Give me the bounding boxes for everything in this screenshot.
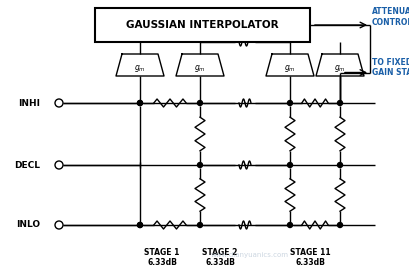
Circle shape <box>137 100 142 106</box>
Circle shape <box>337 100 342 106</box>
Text: STAGE 1
6.33dB: STAGE 1 6.33dB <box>144 248 179 267</box>
Text: INLO: INLO <box>16 221 40 229</box>
Text: GAUSSIAN INTERPOLATOR: GAUSSIAN INTERPOLATOR <box>126 20 278 30</box>
Text: INHI: INHI <box>18 99 40 107</box>
Circle shape <box>197 100 202 106</box>
Circle shape <box>197 163 202 167</box>
Text: $g_m$: $g_m$ <box>194 62 205 73</box>
Circle shape <box>337 222 342 228</box>
Circle shape <box>287 163 292 167</box>
Circle shape <box>337 163 342 167</box>
Text: $g_m$: $g_m$ <box>134 62 146 73</box>
Text: DECL: DECL <box>14 160 40 170</box>
Text: www.dianyuanics.com: www.dianyuanics.com <box>211 252 288 258</box>
Circle shape <box>137 222 142 228</box>
Circle shape <box>137 100 142 106</box>
Circle shape <box>137 222 142 228</box>
Text: TO FIXED
GAIN STAGE: TO FIXED GAIN STAGE <box>371 58 409 77</box>
Circle shape <box>287 222 292 228</box>
Text: STAGE 2
6.33dB: STAGE 2 6.33dB <box>202 248 237 267</box>
Circle shape <box>197 222 202 228</box>
Text: $g_m$: $g_m$ <box>283 62 295 73</box>
Text: $g_m$: $g_m$ <box>333 62 345 73</box>
Circle shape <box>287 100 292 106</box>
Text: ATTENUATION
CONTROL: ATTENUATION CONTROL <box>371 7 409 27</box>
Text: STAGE 11
6.33dB: STAGE 11 6.33dB <box>289 248 330 267</box>
FancyBboxPatch shape <box>95 8 309 42</box>
